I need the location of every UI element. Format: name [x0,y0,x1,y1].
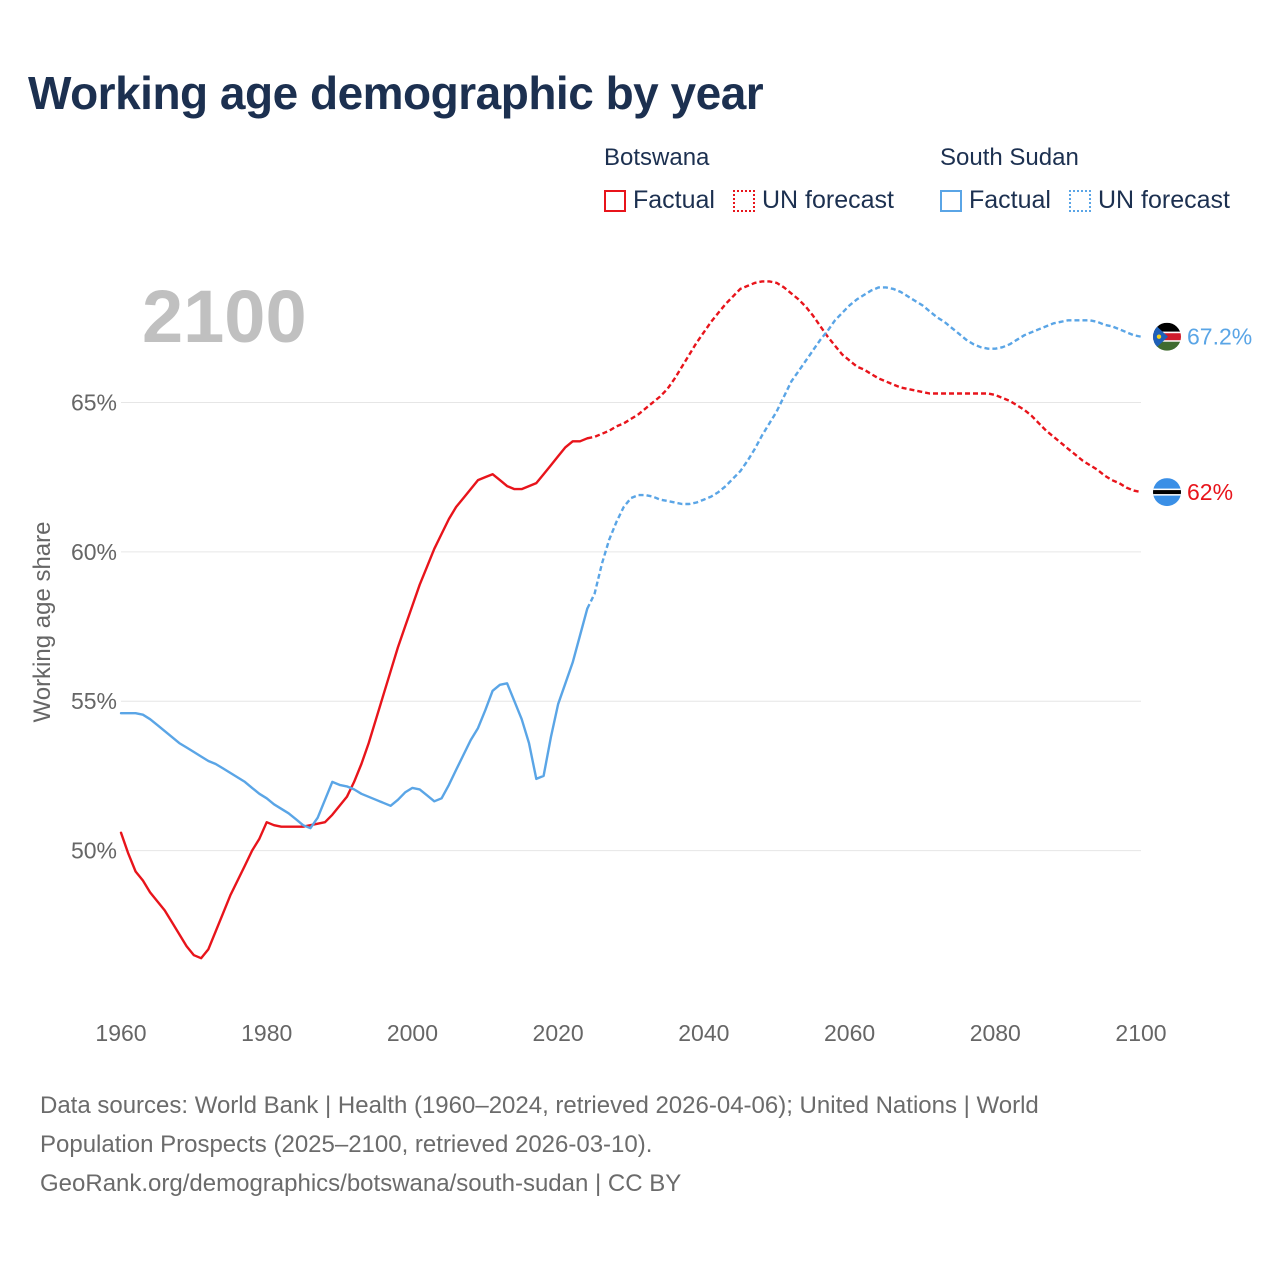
legend-swatch-botswana-factual [604,189,626,212]
end-markers[interactable]: 62% 67.2% [1153,322,1252,507]
year-label: 2100 [142,275,307,358]
y-tick-label: 50% [71,838,117,864]
x-axis-ticks: 1960 1980 2000 2020 2040 2060 2080 2100 [95,1020,1166,1046]
data-sources: Data sources: World Bank | Health (1960–… [40,1086,1200,1203]
south-sudan-forecast-line[interactable] [586,286,1142,610]
series-lines [119,280,1142,960]
legend-label-botswana-factual: Factual [633,186,715,214]
x-tick-label: 2060 [824,1020,875,1046]
legend-heading-botswana: Botswana [604,144,710,171]
y-tick-label: 65% [71,389,117,415]
page-title: Working age demographic by year [28,67,764,119]
legend-swatch-botswana-forecast [732,189,755,212]
y-tick-label: 60% [71,539,117,565]
sources-line-3[interactable]: GeoRank.org/demographics/botswana/south-… [40,1170,682,1197]
sources-line-1: Data sources: World Bank | Health (1960–… [40,1092,1039,1119]
x-tick-label: 2040 [678,1020,729,1046]
botswana-forecast-line[interactable] [587,280,1142,494]
south-sudan-end-label: 67.2% [1187,324,1252,350]
y-axis-ticks: 50% 55% 60% 65% [71,389,117,863]
x-tick-label: 2000 [387,1020,438,1046]
legend-label-botswana-forecast: UN forecast [761,186,894,214]
legend-label-south-sudan-forecast: UN forecast [1097,186,1230,214]
legend-item-south-sudan-factual[interactable]: Factual [940,186,1051,215]
legend-item-botswana-factual[interactable]: Factual [604,186,715,215]
south-sudan-flag-icon[interactable] [1153,322,1181,351]
legend-group-south-sudan: South Sudan Factual UN forecast [940,144,1230,215]
botswana-factual-line[interactable] [119,437,589,960]
south-sudan-factual-line[interactable] [119,607,589,830]
grid-lines [121,401,1141,852]
legend-label-south-sudan-factual: Factual [969,186,1051,214]
legend-swatch-south-sudan-forecast [1068,189,1091,212]
x-tick-label: 1980 [241,1020,292,1046]
legend-item-south-sudan-forecast[interactable]: UN forecast [1068,186,1230,215]
line-chart: 2100 Working age share 50% 55% 60% 65% 1960… [29,275,1252,1046]
x-tick-label: 1960 [95,1020,146,1046]
legend-group-botswana: Botswana Factual UN forecast [604,144,912,215]
x-tick-label: 2100 [1115,1020,1166,1046]
legend-heading-south-sudan: South Sudan [940,144,1079,171]
y-tick-label: 55% [71,688,117,714]
y-axis-title: Working age share [29,522,56,723]
botswana-flag-icon[interactable] [1153,478,1181,507]
botswana-end-label: 62% [1187,479,1233,505]
sources-line-2: Population Prospects (2025–2100, retriev… [40,1131,653,1158]
x-tick-label: 2080 [970,1020,1021,1046]
legend-swatch-south-sudan-factual [940,189,962,212]
legend-item-botswana-forecast[interactable]: UN forecast [732,186,894,215]
x-tick-label: 2020 [533,1020,584,1046]
